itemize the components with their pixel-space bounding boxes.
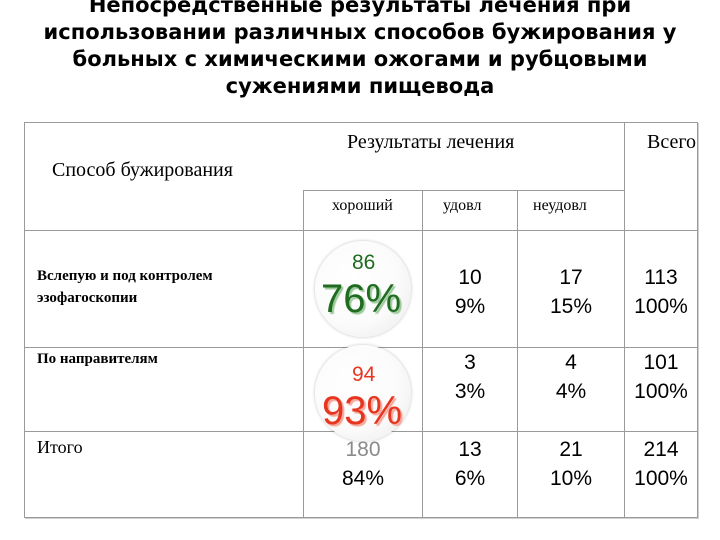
title-line-1: Непосредственные результаты лечения при <box>88 0 632 17</box>
row2-satisfactory-count: 3 <box>464 351 476 374</box>
row3-good-count: 180 <box>345 438 381 461</box>
row1-unsatisfactory-percent: 15% <box>549 295 593 318</box>
row1-satisfactory-count: 10 <box>458 266 482 289</box>
row1-satisfactory-cell: 10 9% <box>423 263 517 321</box>
row3-good-cell: 180 84% <box>304 435 422 493</box>
row3-unsatisfactory-count: 21 <box>559 438 583 461</box>
row1-total-percent: 100% <box>634 295 688 318</box>
header-good: хороший <box>332 197 393 214</box>
row2-satisfactory-percent: 3% <box>454 380 486 403</box>
row3-unsatisfactory-percent: 10% <box>549 467 593 490</box>
row1-good-count: 86 <box>352 251 376 274</box>
row1-total-count: 113 <box>644 266 678 289</box>
row2-unsatisfactory-percent: 4% <box>555 380 587 403</box>
row3-total-count: 214 <box>643 438 679 461</box>
row2-unsatisfactory-cell: 4 4% <box>518 348 624 406</box>
row3-satisfactory-cell: 13 6% <box>423 435 517 493</box>
row3-satisfactory-count: 13 <box>458 438 482 461</box>
row1-unsatisfactory-cell: 17 15% <box>518 263 624 321</box>
page-title: Непосредственные результаты лечения при … <box>0 0 720 100</box>
header-results: Результаты лечения <box>347 131 515 153</box>
row-label-blind-line-1: Вслепую и под контролем <box>37 268 213 284</box>
grid-line-v-method <box>303 190 304 517</box>
title-line-2: использовании различных способов бужиров… <box>43 20 677 44</box>
row1-unsatisfactory-count: 17 <box>559 266 583 289</box>
row-label-blind-line-2: эзофагоскопии <box>37 290 138 306</box>
row-label-guides: По направителям <box>37 351 158 367</box>
results-table: Результаты лечения Всего Способ бужирова… <box>24 122 698 518</box>
row2-good-count: 94 <box>352 363 376 386</box>
grid-line-v-good <box>422 190 423 517</box>
row1-good-percent: 76% <box>321 277 402 321</box>
header-method: Способ бужирования <box>52 159 233 181</box>
good-highlight-bubble-1 <box>315 241 411 337</box>
row3-good-percent: 84% <box>341 467 385 490</box>
row2-satisfactory-cell: 3 3% <box>423 348 517 406</box>
grid-line-v-total <box>624 123 625 517</box>
row3-total-cell: 214 100% <box>625 435 697 493</box>
row1-satisfactory-percent: 9% <box>454 295 486 318</box>
row3-total-percent: 100% <box>634 467 688 490</box>
grid-line-h-subheader <box>303 190 624 191</box>
row2-good-percent: 93% <box>322 389 403 433</box>
row1-total-cell: 113 100% <box>625 263 697 321</box>
row-label-total: Итого <box>37 437 83 457</box>
row2-unsatisfactory-count: 4 <box>565 351 577 374</box>
header-satisfactory: удовл <box>443 197 482 214</box>
row3-unsatisfactory-cell: 21 10% <box>518 435 624 493</box>
grid-line-h-header <box>25 230 697 231</box>
row2-total-cell: 101 100% <box>625 348 697 406</box>
title-line-3: больных с химическими ожогами и рубцовым… <box>72 47 648 71</box>
grid-line-v-satisfactory <box>517 190 518 517</box>
row-label-blind: Вслепую и под контролем эзофагоскопии <box>37 265 213 309</box>
good-highlight-bubble-2 <box>315 345 411 441</box>
row2-total-count: 101 <box>643 351 679 374</box>
title-line-4: сужениями пищевода <box>225 74 495 98</box>
row2-total-percent: 100% <box>634 380 688 403</box>
header-total: Всего <box>647 131 697 153</box>
row3-satisfactory-percent: 6% <box>454 467 486 490</box>
header-unsatisfactory: неудовл <box>533 197 587 214</box>
